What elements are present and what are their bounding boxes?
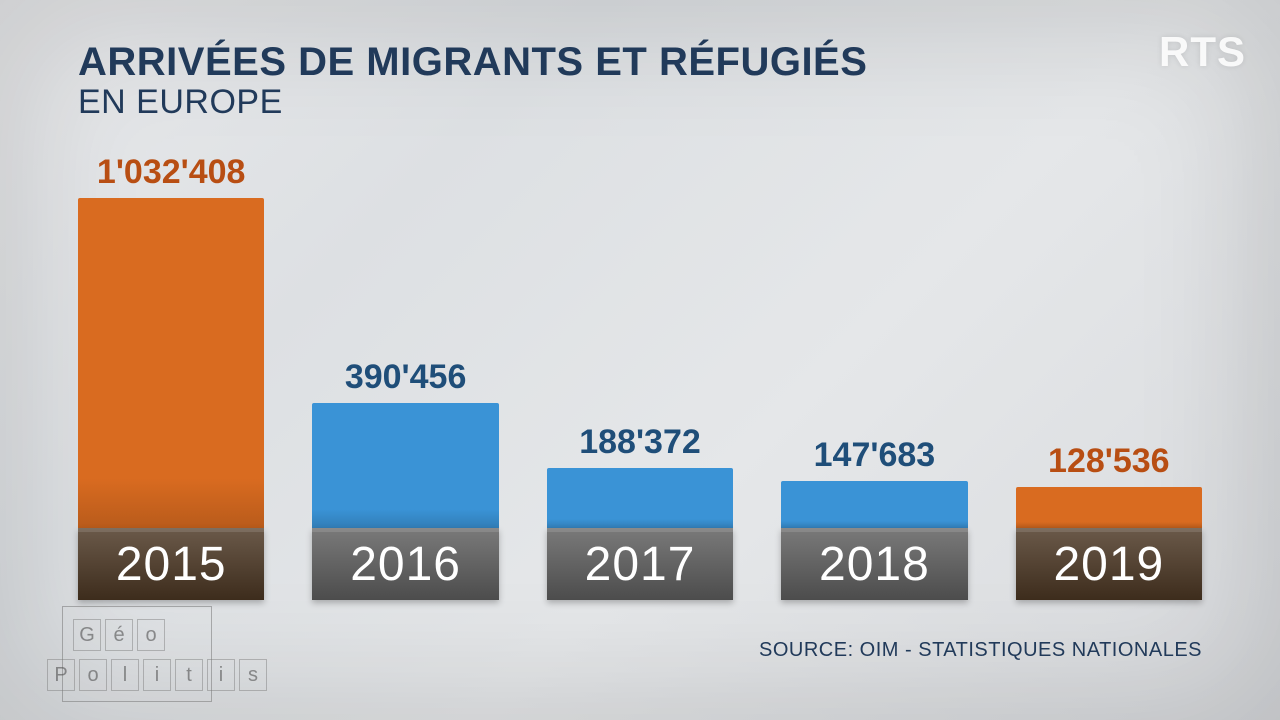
year-plinth: 2016	[312, 528, 498, 600]
bar-group-2015: 1'032'408 2015	[78, 153, 264, 600]
year-plinth: 2017	[547, 528, 733, 600]
bar-value-label: 128'536	[1048, 442, 1170, 481]
bar	[547, 468, 733, 528]
bar	[781, 481, 967, 528]
bar-group-2017: 188'372 2017	[547, 423, 733, 600]
bar	[78, 198, 264, 528]
year-plinth: 2015	[78, 528, 264, 600]
bar-group-2016: 390'456 2016	[312, 358, 498, 600]
broadcaster-logo: RTS	[1159, 28, 1246, 76]
year-plinth: 2019	[1016, 528, 1202, 600]
bar-group-2019: 128'536 2019	[1016, 442, 1202, 600]
bar-value-label: 147'683	[814, 436, 936, 475]
bar	[312, 403, 498, 528]
logo-cell: s	[239, 659, 267, 691]
bar	[1016, 487, 1202, 528]
logo-cell: é	[105, 619, 133, 651]
logo-cell: G	[73, 619, 101, 651]
bars-row: 1'032'408 2015 390'456 2016 188'372 2017 147'6…	[78, 153, 1202, 600]
title-main: ARRIVÉES DE MIGRANTS ET RÉFUGIÉS	[78, 40, 867, 85]
logo-cell: i	[207, 659, 235, 691]
title-block: ARRIVÉES DE MIGRANTS ET RÉFUGIÉS EN EURO…	[78, 40, 867, 122]
logo-cell: i	[143, 659, 171, 691]
logo-cell: o	[137, 619, 165, 651]
logo-cell: t	[175, 659, 203, 691]
source-line: SOURCE: OIM - STATISTIQUES NATIONALES	[759, 639, 1202, 662]
year-plinth: 2018	[781, 528, 967, 600]
bar-value-label: 390'456	[345, 358, 467, 397]
bar-chart: 1'032'4082015390'4562016188'3722017147'6…	[78, 170, 1202, 600]
program-logo: G é o P o l i t i s	[62, 606, 212, 702]
logo-cell: o	[79, 659, 107, 691]
bar-value-label: 1'032'408	[97, 153, 246, 192]
logo-cell: l	[111, 659, 139, 691]
title-subtitle: EN EUROPE	[78, 83, 867, 122]
logo-cell: P	[47, 659, 75, 691]
bar-group-2018: 147'683 2018	[781, 436, 967, 600]
bar-value-label: 188'372	[579, 423, 701, 462]
